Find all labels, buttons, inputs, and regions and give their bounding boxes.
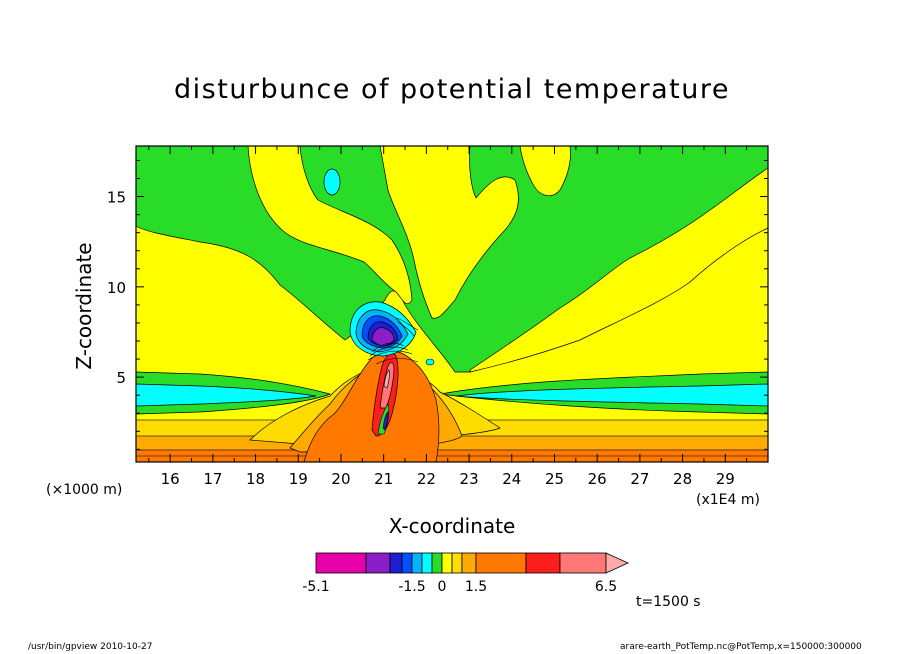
field-plume-lightpink xyxy=(383,369,390,389)
x-tick-label: 27 xyxy=(630,470,649,488)
colorbar-swatch xyxy=(365,552,391,574)
axis-ticks xyxy=(136,146,768,462)
x-tick-label: 29 xyxy=(716,470,735,488)
x-tick-label: 17 xyxy=(203,470,222,488)
x-tick-label: 28 xyxy=(673,470,692,488)
chart-title: disturbunce of potential temperature xyxy=(174,74,730,105)
time-annotation: t=1500 s xyxy=(636,594,701,610)
colorbar-swatch xyxy=(401,552,413,574)
colorbar-swatch xyxy=(525,552,561,574)
colorbar-tick-label: 1.5 xyxy=(465,579,487,595)
field-cyan-blob xyxy=(323,168,341,196)
colorbar-swatch xyxy=(451,552,463,574)
x-tick-label: 23 xyxy=(460,470,479,488)
x-tick-label: 18 xyxy=(246,470,265,488)
field-front-lines xyxy=(367,317,419,365)
x-tick-label: 16 xyxy=(161,470,180,488)
y-tick-label: 15 xyxy=(107,189,126,207)
colorbar-arrow xyxy=(605,552,629,574)
colorbar-swatch xyxy=(475,552,527,574)
field-plume-blue xyxy=(382,411,389,431)
colorbar-swatch xyxy=(431,552,443,574)
colorbar-tick-label: 0 xyxy=(438,579,447,595)
field-upper-yellow-4 xyxy=(469,167,768,373)
y-tick-label: 10 xyxy=(107,279,126,297)
colorbar-tick-label: -5.1 xyxy=(302,579,329,595)
colorbar-tick-label: -1.5 xyxy=(398,579,425,595)
field-upper-yellow-2 xyxy=(379,146,519,319)
axis-tick-labels: 16 17 18 19 20 21 22 23 24 25 26 27 28 29 5 10 15 xyxy=(107,189,735,488)
footer-left: /usr/bin/gpview 2010-10-27 xyxy=(28,642,153,652)
x-tick-label: 25 xyxy=(545,470,564,488)
y-tick-label: 5 xyxy=(116,369,126,387)
field-upper-yellow-1 xyxy=(247,146,413,305)
x-tick-label: 19 xyxy=(289,470,308,488)
colorbar-swatch xyxy=(389,552,403,574)
colorbar-swatch xyxy=(315,552,367,574)
field-upper-yellow-3 xyxy=(519,146,571,197)
colorbar-tick-labels: -5.1 -1.5 0 1.5 6.5 xyxy=(302,579,617,595)
x-axis-label: X-coordinate xyxy=(388,514,516,538)
colorbar-swatch xyxy=(461,552,477,574)
x-tick-label: 21 xyxy=(374,470,393,488)
x-scale-label: (x1E4 m) xyxy=(696,492,760,508)
y-axis-label: Z-coordinate xyxy=(72,242,96,370)
colorbar-swatch xyxy=(411,552,423,574)
colorbar-swatch xyxy=(441,552,453,574)
contour-field xyxy=(136,146,768,462)
x-tick-label: 20 xyxy=(331,470,350,488)
field-band-cyan-right xyxy=(455,383,768,407)
field-cold-purple xyxy=(371,327,395,347)
footer-right: arare-earth_PotTemp.nc@PotTemp,x=150000:… xyxy=(620,642,862,652)
x-tick-label: 26 xyxy=(588,470,607,488)
x-tick-label: 22 xyxy=(417,470,436,488)
x-tick-label: 24 xyxy=(502,470,521,488)
colorbar-swatch xyxy=(559,552,607,574)
field-band-cyan-left xyxy=(136,383,317,407)
colorbar-swatch xyxy=(421,552,433,574)
colorbar-tick-label: 6.5 xyxy=(595,579,617,595)
colorbar xyxy=(315,552,629,574)
plot-frame xyxy=(135,145,769,463)
x-unit-label: (×1000 m) xyxy=(46,482,123,498)
